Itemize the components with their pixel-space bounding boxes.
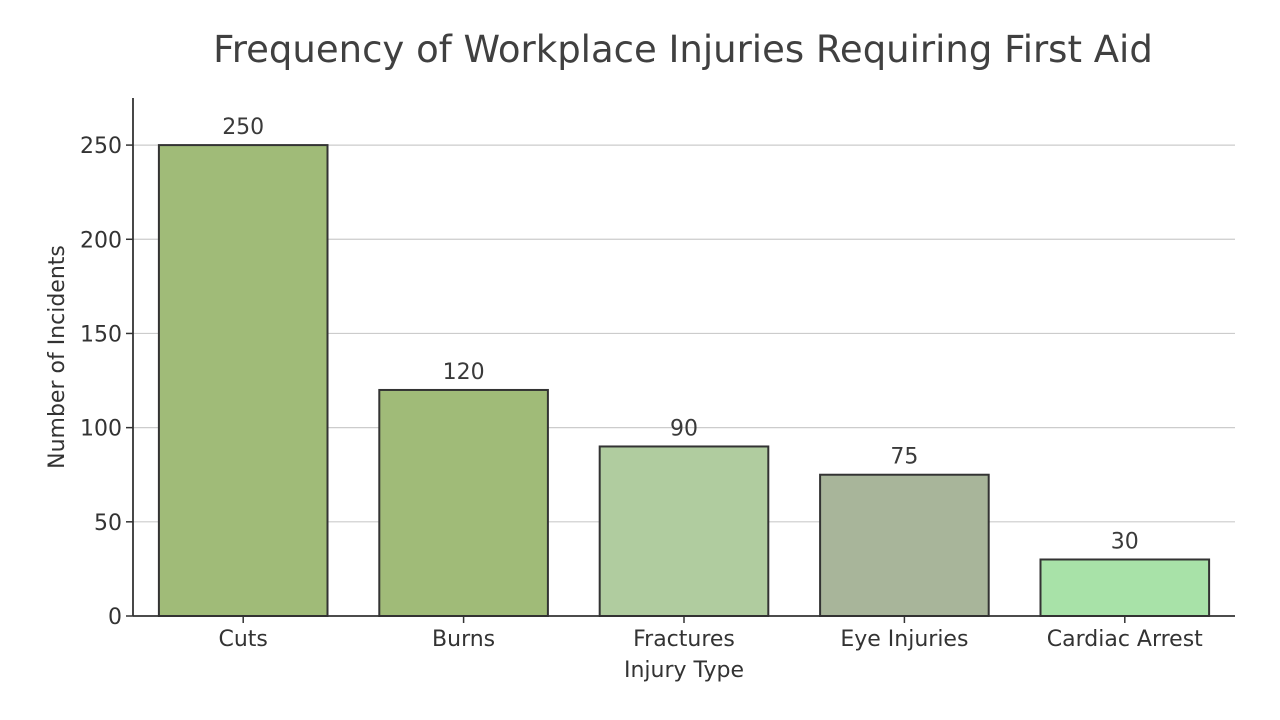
- x-tick-label: Cardiac Arrest: [1047, 627, 1203, 652]
- y-tick-label: 150: [80, 322, 122, 347]
- labels: 0 50 100 150 200 250 250 Cuts 120 Burns 90 Fracture…: [80, 115, 1203, 652]
- bar-cuts: [157, 144, 329, 617]
- y-tick-label: 250: [80, 134, 122, 159]
- y-tick-label: 50: [94, 511, 122, 536]
- x-tick-label: Cuts: [218, 627, 267, 652]
- bar-eye-injuries: [819, 473, 990, 617]
- y-tick-label: 100: [80, 417, 122, 442]
- bar-burns: [378, 388, 549, 617]
- bar-value-label: 75: [890, 445, 918, 470]
- bar-fractures: [598, 445, 770, 617]
- x-tick-label: Eye Injuries: [840, 627, 968, 652]
- axes: [126, 98, 1235, 623]
- bar-value-label: 90: [670, 416, 698, 441]
- y-tick-label: 0: [108, 605, 122, 630]
- y-axis-label: Number of Incidents: [45, 245, 70, 469]
- x-tick-label: Fractures: [633, 627, 735, 652]
- bars: [157, 144, 1211, 617]
- chart-title: Frequency of Workplace Injuries Requirin…: [213, 28, 1153, 71]
- bar-value-label: 30: [1111, 529, 1139, 554]
- bar-value-label: 120: [443, 360, 485, 385]
- x-tick-label: Burns: [432, 627, 495, 652]
- x-axis-label: Injury Type: [624, 658, 744, 683]
- bar-value-label: 250: [222, 115, 264, 140]
- bar-cardiac-arrest: [1039, 558, 1211, 617]
- y-tick-label: 200: [80, 228, 122, 253]
